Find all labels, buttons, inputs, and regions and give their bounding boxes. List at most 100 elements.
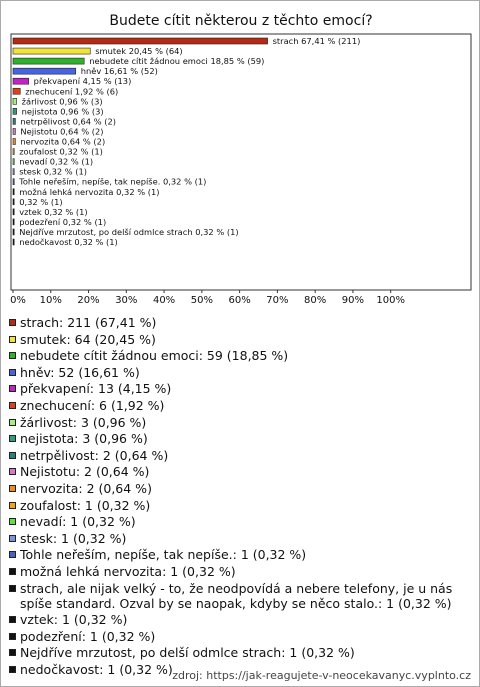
x-tick-label: 20% bbox=[77, 295, 99, 306]
legend-swatch bbox=[9, 401, 16, 409]
legend-item: netrpělivost: 2 (0,64 %) bbox=[9, 448, 471, 463]
legend-swatch bbox=[9, 616, 16, 624]
bar-label: nejistota 0,96 % (3) bbox=[22, 106, 104, 116]
legend-swatch bbox=[9, 551, 16, 559]
legend-item: podezření: 1 (0,32 %) bbox=[9, 629, 471, 644]
legend-swatch bbox=[9, 468, 16, 476]
bar bbox=[12, 128, 16, 135]
legend-label: strach: 211 (67,41 %) bbox=[20, 315, 157, 330]
bar bbox=[12, 118, 16, 125]
legend-label: netrpělivost: 2 (0,64 %) bbox=[20, 447, 169, 463]
bar bbox=[12, 87, 21, 95]
bar-label: hněv 16,61 % (52) bbox=[81, 66, 158, 76]
legend-swatch bbox=[9, 665, 16, 673]
x-tick-label: 60% bbox=[228, 295, 250, 306]
legend-swatch bbox=[9, 632, 16, 640]
legend-label: strach, ale nijak velký - to, že neodpov… bbox=[20, 580, 453, 611]
bar bbox=[12, 47, 91, 55]
legend-label: Nejistotu: 2 (0,64 %) bbox=[20, 464, 150, 480]
bar-label: znechucení 1,92 % (6) bbox=[25, 86, 118, 96]
legend-item: překvapení: 13 (4,15 %) bbox=[9, 381, 471, 396]
legend-label: nejistota: 3 (0,96 %) bbox=[20, 431, 148, 447]
bar bbox=[12, 108, 17, 115]
legend-item: smutek: 64 (20,45 %) bbox=[9, 332, 471, 347]
bar-label: Nejistotu 0,64 % (2) bbox=[20, 126, 103, 136]
legend-swatch bbox=[9, 584, 16, 592]
legend-label: znechucení: 6 (1,92 %) bbox=[20, 397, 165, 413]
legend-item: stesk: 1 (0,32 %) bbox=[9, 531, 471, 546]
bar-label: nevadí 0,32 % (1) bbox=[19, 157, 93, 167]
legend-label: stesk: 1 (0,32 %) bbox=[20, 530, 127, 546]
bar bbox=[12, 238, 15, 246]
legend-swatch bbox=[9, 435, 16, 443]
bar-label: podezření 0,32 % (1) bbox=[19, 217, 106, 227]
x-tick-label: 40% bbox=[153, 295, 175, 306]
legend-label: zoufalost: 1 (0,32 %) bbox=[20, 497, 151, 513]
legend-item: možná lehká nervozita: 1 (0,32 %) bbox=[9, 564, 471, 579]
bar bbox=[12, 57, 85, 65]
bar bbox=[12, 178, 15, 185]
legend-swatch bbox=[9, 518, 16, 526]
legend-label: žárlivost: 3 (0,96 %) bbox=[20, 414, 147, 430]
legend-item: Tohle neřeším, nepíše, tak nepíše.: 1 (0… bbox=[9, 547, 471, 562]
legend-label: Nejdříve mrzutost, po delší odmlce strac… bbox=[20, 645, 355, 661]
legend-label: hněv: 52 (16,61 %) bbox=[20, 364, 140, 380]
bar bbox=[12, 218, 15, 226]
legend-item: hněv: 52 (16,61 %) bbox=[9, 365, 471, 380]
bar-label: 0,32 % (1) bbox=[19, 197, 62, 207]
bar-label: vztek 0,32 % (1) bbox=[19, 207, 87, 217]
bar bbox=[12, 67, 77, 75]
legend-label: možná lehká nervozita: 1 (0,32 %) bbox=[20, 563, 236, 579]
chart-title: Budete cítit některou z těchto emocí? bbox=[109, 13, 372, 29]
bar-label: žárlivost 0,96 % (3) bbox=[22, 96, 103, 106]
bar-label: netrpělivost 0,64 % (2) bbox=[20, 116, 116, 126]
bar-label: překvapení 4,15 % (13) bbox=[34, 76, 132, 86]
bar-label: zoufalost 0,32 % (1) bbox=[19, 147, 103, 157]
x-tick-label: 90% bbox=[342, 295, 364, 306]
bar bbox=[12, 228, 15, 236]
x-tick-label: 50% bbox=[191, 295, 213, 306]
legend-label: nevadí: 1 (0,32 %) bbox=[20, 514, 136, 530]
bar-label: strach 67,41 % (211) bbox=[273, 36, 361, 46]
legend-item: nejistota: 3 (0,96 %) bbox=[9, 431, 471, 446]
legend-label: Tohle neřeším, nepíše, tak nepíše.: 1 (0… bbox=[20, 547, 307, 563]
legend-swatch bbox=[9, 418, 16, 426]
legend-item: strach, ale nijak velký - to, že neodpov… bbox=[9, 581, 471, 611]
legend-swatch bbox=[9, 451, 16, 459]
legend-item: žárlivost: 3 (0,96 %) bbox=[9, 415, 471, 430]
bar-label: nedočkavost 0,32 % (1) bbox=[19, 237, 118, 247]
bar bbox=[12, 198, 15, 206]
legend-swatch bbox=[9, 649, 16, 657]
bar bbox=[12, 208, 15, 216]
legend-label: podezření: 1 (0,32 %) bbox=[20, 628, 156, 644]
chart: Budete cítit některou z těchto emocí? 0%… bbox=[10, 13, 472, 306]
bar-label: Nejdříve mrzutost, po delší odmlce strac… bbox=[19, 227, 238, 237]
x-tick-label: 0% bbox=[10, 295, 26, 306]
bar-label: stesk 0,32 % (1) bbox=[19, 167, 87, 177]
legend-item: nervozita: 2 (0,64 %) bbox=[9, 481, 471, 496]
bar bbox=[12, 98, 17, 105]
legend-item: znechucení: 6 (1,92 %) bbox=[9, 398, 471, 413]
legend-swatch bbox=[9, 567, 16, 575]
bar bbox=[12, 168, 15, 175]
x-tick-label: 10% bbox=[40, 295, 62, 306]
plot-frame bbox=[10, 33, 472, 291]
legend-item: zoufalost: 1 (0,32 %) bbox=[9, 498, 471, 513]
legend-label: překvapení: 13 (4,15 %) bbox=[20, 381, 172, 397]
legend-item: vztek: 1 (0,32 %) bbox=[9, 612, 471, 627]
legend-swatch bbox=[9, 484, 16, 492]
bar bbox=[12, 148, 15, 155]
bar-label: smutek 20,45 % (64) bbox=[95, 46, 182, 56]
legend: strach: 211 (67,41 %) smutek: 64 (20,45 %… bbox=[9, 315, 471, 678]
legend-item: nevadí: 1 (0,32 %) bbox=[9, 514, 471, 529]
bar-label: Tohle neřeším, nepíše, tak nepíše. 0,32 … bbox=[18, 177, 206, 187]
legend-swatch bbox=[9, 368, 16, 376]
legend-swatch bbox=[9, 534, 16, 542]
legend-item: Nejdříve mrzutost, po delší odmlce strac… bbox=[9, 645, 471, 660]
legend-label: nebudete cítit žádnou emoci: 59 (18,85 %… bbox=[20, 348, 289, 364]
legend-label: nervozita: 2 (0,64 %) bbox=[20, 480, 152, 496]
bar bbox=[12, 37, 268, 45]
bar bbox=[12, 188, 15, 196]
legend-label: vztek: 1 (0,32 %) bbox=[20, 612, 128, 628]
legend-item: Nejistotu: 2 (0,64 %) bbox=[9, 464, 471, 479]
